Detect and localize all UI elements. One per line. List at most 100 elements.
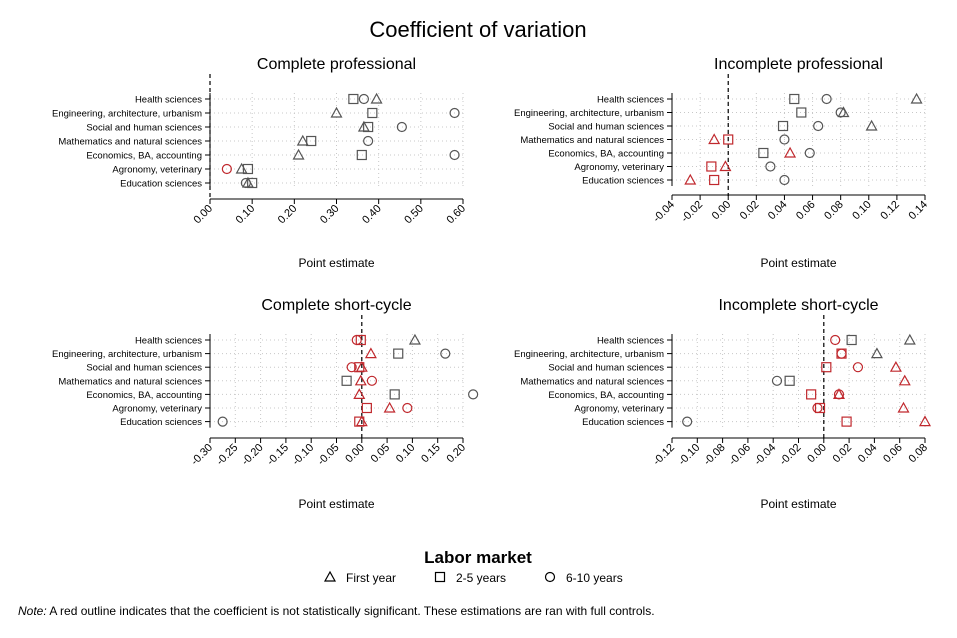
point-triangle xyxy=(784,146,797,158)
category-label: Education sciences xyxy=(120,179,202,190)
x-tick-label: 0.50 xyxy=(402,203,426,227)
category-label: Mathematics and natural sciences xyxy=(520,135,664,146)
point-triangle xyxy=(235,162,248,174)
point-circle xyxy=(402,402,413,414)
point-square xyxy=(706,161,717,172)
x-axis-label: Point estimate xyxy=(760,497,836,511)
panel-2: Incomplete professional Health sciences En… xyxy=(514,56,930,270)
category-label: Health sciences xyxy=(597,95,664,106)
point-square xyxy=(356,149,367,161)
point-square xyxy=(389,389,400,400)
point-square xyxy=(723,134,734,145)
panel-title: Complete professional xyxy=(257,56,416,73)
point-triangle xyxy=(408,333,421,345)
category-label: Engineering, architecture, urbanism xyxy=(52,109,202,120)
point-circle xyxy=(468,389,479,400)
category-label: Economics, BA, accounting xyxy=(548,149,664,160)
legend-label: First year xyxy=(346,571,396,585)
point-square xyxy=(363,121,374,133)
x-tick-label: 0.05 xyxy=(369,442,393,466)
x-tick-label: 0.06 xyxy=(881,442,905,466)
legend-marker-triangle xyxy=(323,570,337,582)
x-tick-label: 0.08 xyxy=(906,442,930,466)
coefficient-figure: Coefficient of variation Complete profes… xyxy=(52,17,932,585)
point-triangle xyxy=(870,347,883,359)
category-label: Health sciences xyxy=(135,336,202,347)
point-triangle xyxy=(719,160,732,172)
point-circle xyxy=(812,402,823,414)
point-circle xyxy=(240,177,251,189)
x-axis-label: Point estimate xyxy=(760,256,836,270)
x-tick-label: -0.02 xyxy=(679,199,705,225)
panel-3: Complete short-cycle Health sciences Engin… xyxy=(52,297,479,511)
footnote-text: A red outline indicates that the coeffic… xyxy=(46,604,655,618)
x-tick-label: 0.15 xyxy=(419,442,443,466)
point-circle xyxy=(358,93,370,105)
point-circle xyxy=(396,121,407,133)
legend-items: First year 2-5 years 6-10 years xyxy=(323,570,623,585)
category-label: Economics, BA, accounting xyxy=(548,390,664,401)
point-circle xyxy=(449,149,460,161)
point-square xyxy=(242,163,254,175)
footnote: Note: A red outline indicates that the c… xyxy=(18,604,655,618)
x-tick-label: 0.06 xyxy=(794,199,818,223)
point-triangle xyxy=(292,148,305,160)
x-tick-label: 0.00 xyxy=(343,442,367,466)
x-tick-label: -0.04 xyxy=(651,199,677,225)
category-label: Education sciences xyxy=(120,417,202,428)
panel-title: Incomplete professional xyxy=(714,56,883,73)
point-triangle xyxy=(889,360,902,372)
point-circle xyxy=(366,375,378,386)
point-circle xyxy=(765,161,776,172)
point-triangle xyxy=(364,347,377,359)
x-tick-label: 0.30 xyxy=(318,203,342,227)
x-tick-label: 0.14 xyxy=(906,199,930,223)
point-circle xyxy=(682,416,693,427)
x-tick-label: 0.20 xyxy=(444,442,468,466)
point-circle xyxy=(779,134,790,145)
panel-title: Complete short-cycle xyxy=(261,297,411,314)
point-circle xyxy=(363,135,374,147)
point-square xyxy=(348,93,359,105)
point-square xyxy=(846,334,857,346)
x-tick-label: -0.04 xyxy=(752,442,778,468)
point-circle xyxy=(830,334,841,346)
category-label: Engineering, architecture, urbanism xyxy=(514,108,664,119)
point-square xyxy=(796,107,807,118)
x-tick-label: 0.10 xyxy=(850,199,874,223)
point-square xyxy=(777,120,789,132)
point-square xyxy=(841,416,852,427)
point-circle xyxy=(833,389,845,400)
point-square xyxy=(354,416,365,427)
category-label: Agronomy, veterinary xyxy=(574,162,664,173)
category-label: Health sciences xyxy=(597,336,664,347)
x-tick-label: 0.04 xyxy=(856,442,880,466)
point-circle xyxy=(449,107,460,119)
x-tick-label: 0.00 xyxy=(805,442,829,466)
category-label: Social and human sciences xyxy=(548,122,664,133)
category-label: Health sciences xyxy=(135,95,202,106)
category-label: Education sciences xyxy=(582,176,664,187)
category-label: Mathematics and natural sciences xyxy=(58,137,202,148)
x-tick-label: -0.06 xyxy=(727,442,753,468)
category-label: Agronomy, veterinary xyxy=(574,404,664,415)
category-label: Agronomy, veterinary xyxy=(112,165,202,176)
x-tick-label: 0.10 xyxy=(234,203,258,227)
point-square xyxy=(789,93,800,105)
point-circle xyxy=(835,107,846,118)
category-label: Agronomy, veterinary xyxy=(112,404,202,415)
point-circle xyxy=(440,348,451,359)
category-label: Education sciences xyxy=(582,417,664,428)
point-triangle xyxy=(897,401,910,413)
point-square xyxy=(758,147,769,159)
x-tick-label: 0.00 xyxy=(710,199,734,223)
point-circle xyxy=(221,163,232,175)
point-triangle xyxy=(383,401,396,413)
legend-marker-circle xyxy=(544,571,556,583)
panel-4: Incomplete short-cycle Health sciences Eng… xyxy=(514,297,932,511)
point-square xyxy=(393,348,404,359)
figure-title: Coefficient of variation xyxy=(369,17,586,42)
category-label: Economics, BA, accounting xyxy=(86,151,202,162)
x-tick-label: 0.02 xyxy=(831,442,855,466)
x-tick-label: 0.60 xyxy=(444,203,468,227)
